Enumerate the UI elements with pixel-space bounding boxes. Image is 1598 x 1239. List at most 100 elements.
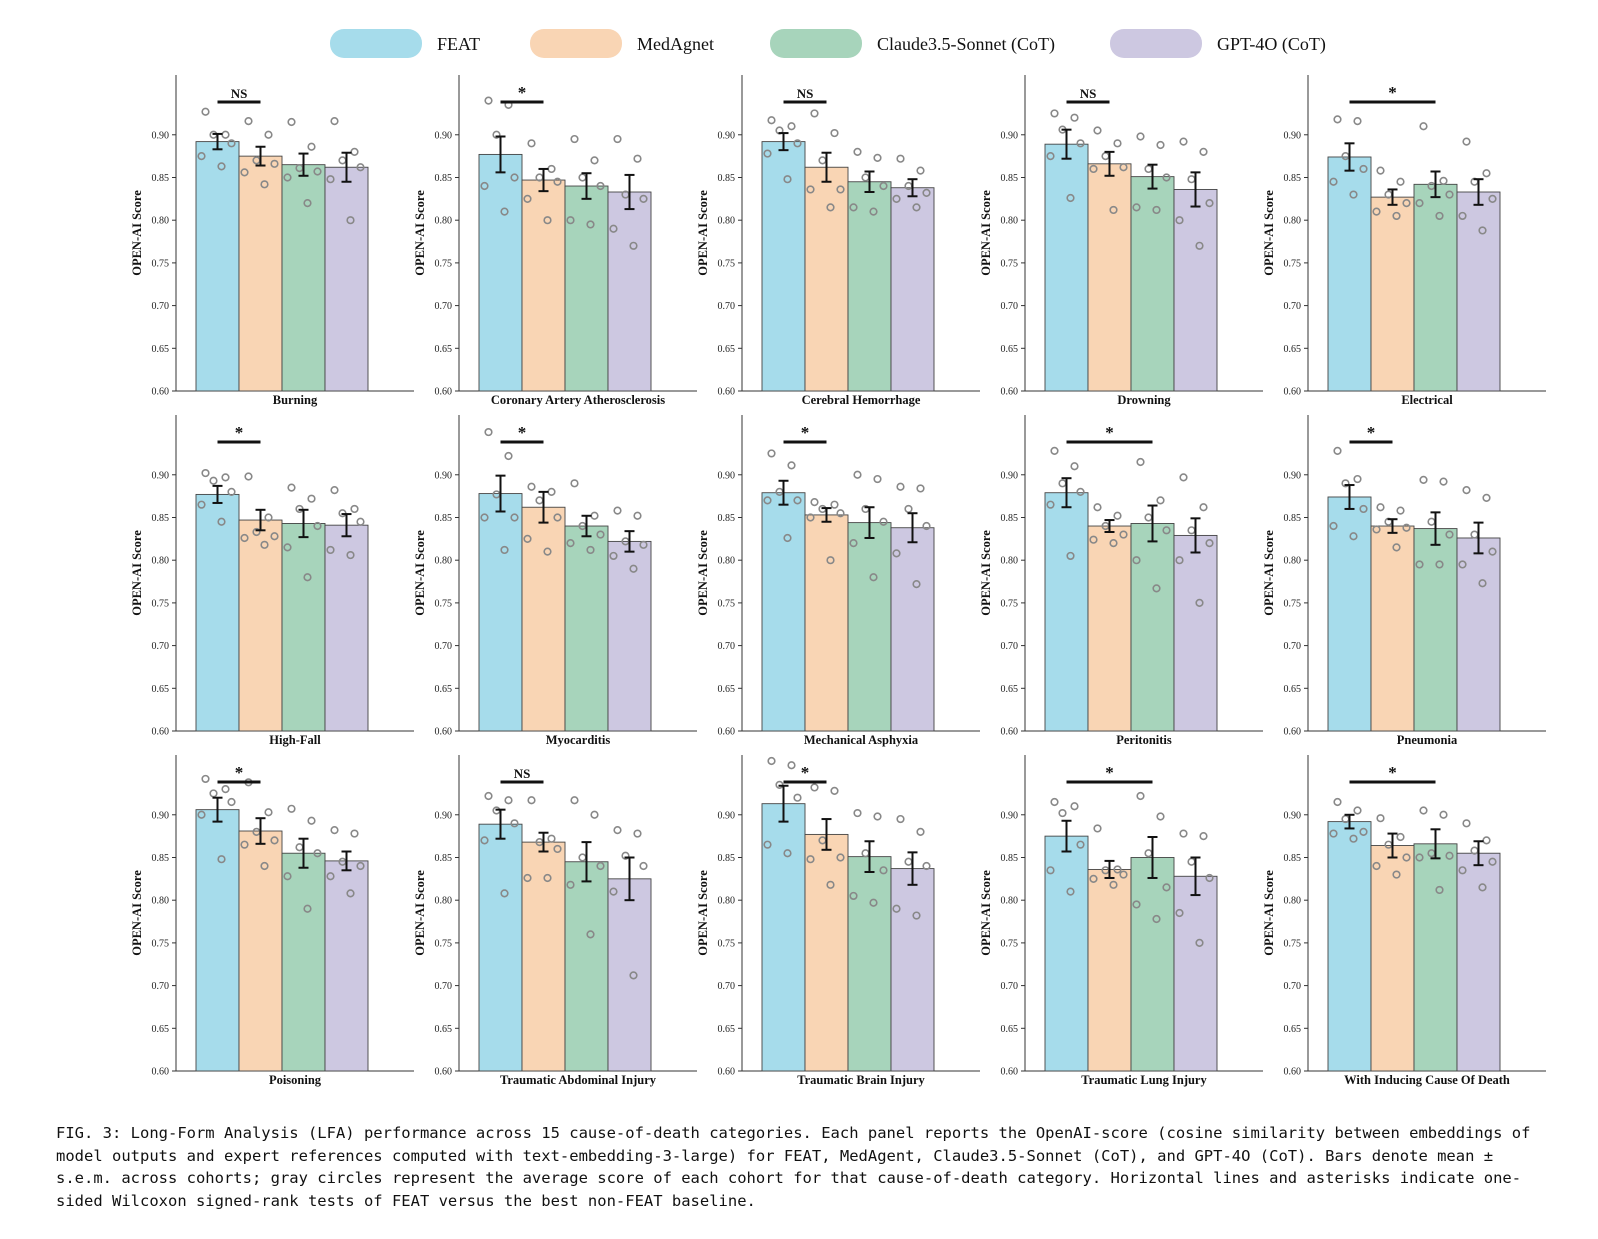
cohort-point [252,527,261,537]
y-tick-label: 0.90 [718,130,736,141]
cohort-point [1199,503,1208,512]
y-tick-label: 0.90 [718,470,736,481]
significance-label: * [801,423,810,442]
cohort-point [1199,147,1208,156]
legend: FEAT MedAgnet Claude3.5-Sonnet (CoT) GPT-4O… [330,29,1326,58]
cohort-point [613,506,622,515]
cohort-point [621,851,630,860]
cohort-point [1076,487,1085,496]
cohort-point [596,861,605,871]
bar-gpt-4o-cot [890,868,935,1072]
y-tick-label: 0.75 [435,258,453,269]
cohort-point [197,810,206,819]
category-label: Drowning [1117,393,1171,407]
cohort-point [313,849,322,858]
cohort-point [1402,853,1411,862]
cohort-point [806,855,815,864]
cohort-point [523,873,532,883]
y-tick-label: 0.80 [152,556,170,567]
cohort-point [1458,211,1467,221]
cohort-point [849,203,858,212]
bar-medagnet [1370,196,1415,392]
cohort-point [543,873,552,883]
cohort-point [763,496,772,505]
cohort-point [1109,539,1118,548]
cohort-point [264,808,273,817]
cohort-point [1462,137,1471,146]
cohort-point [221,473,230,482]
cohort-point [1396,832,1405,842]
significance-label: * [1388,763,1397,782]
significance-label: NS [797,86,814,101]
y-tick-label: 0.75 [435,938,453,949]
y-tick-label: 0.60 [152,1067,170,1078]
cohort-point [264,130,273,139]
cohort-point [1119,163,1128,172]
bar-claude3-5-sonnet-cot [1130,176,1175,392]
cohort-point [596,530,605,539]
cohort-point [1478,883,1487,892]
cohort-point [849,539,858,548]
y-tick-label: 0.90 [1284,130,1302,141]
cohort-point [201,774,210,784]
y-tick-label: 0.60 [718,727,736,738]
panel-peritonitis: 0.60 0.65 0.70 0.75 0.80 0.85 0.90 OPEN-AI Scor… [979,415,1263,747]
cohort-point [806,185,815,194]
cohort-point [590,511,599,520]
cohort-point [629,564,638,573]
cohort-point [1066,887,1075,896]
cohort-point [1195,938,1204,947]
bar-claude3-5-sonnet-cot [1413,843,1458,1072]
cohort-point [1462,819,1471,828]
panel-traumatic-brain-injury: 0.60 0.65 0.70 0.75 0.80 0.85 0.90 OPEN-AI Scor… [696,755,980,1087]
y-tick-label: 0.90 [1001,470,1019,481]
cohort-point [1066,193,1075,203]
y-axis-label: OPEN-AI Score [130,190,144,276]
cohort-point [1392,211,1401,221]
y-tick-label: 0.70 [1001,641,1019,652]
cohort-point [350,147,359,156]
cohort-point [201,107,210,116]
y-tick-label: 0.75 [718,258,736,269]
significance-label: * [235,423,244,442]
cohort-point [1162,883,1171,892]
category-label: Pneumonia [1397,733,1458,747]
cohort-point [1333,115,1342,124]
cohort-point [356,861,365,871]
cohort-point [1076,139,1085,148]
cohort-point [1156,812,1165,821]
cohort-point [1058,808,1067,818]
y-tick-label: 0.80 [718,556,736,567]
y-tick-label: 0.80 [435,556,453,567]
cohort-point [1205,873,1214,883]
cohort-point [916,827,925,836]
legend-item-medagnet: MedAgnet [530,29,714,58]
cohort-point [1046,152,1055,161]
y-tick-label: 0.60 [1001,727,1019,738]
y-axis-label: OPEN-AI Score [979,530,993,616]
y-tick-label: 0.60 [718,387,736,398]
bar-claude3-5-sonnet-cot [1413,183,1458,392]
category-label: Traumatic Abdominal Injury [500,1073,657,1087]
cohort-point [810,498,819,507]
cohort-point [500,545,509,555]
legend-item-gpt-4o-cot: GPT-4O (CoT) [1110,29,1326,58]
cohort-point [869,207,878,216]
significance-label: * [235,763,244,782]
cohort-point [613,134,622,144]
bar-feat [761,141,806,392]
cohort-point [1353,806,1362,815]
y-tick-label: 0.90 [152,130,170,141]
bar-feat [195,141,240,392]
cohort-point [1329,177,1338,186]
cohort-point [283,872,292,881]
y-tick-label: 0.65 [1284,684,1302,695]
y-tick-label: 0.90 [152,470,170,481]
cohort-point [1175,556,1184,565]
cohort-point [1482,169,1491,178]
cohort-point [1152,914,1161,924]
y-tick-label: 0.85 [152,513,170,524]
cohort-point [260,180,269,189]
figure-caption: FIG. 3: Long-Form Analysis (LFA) perform… [56,1124,1531,1210]
cohort-point [578,173,587,182]
